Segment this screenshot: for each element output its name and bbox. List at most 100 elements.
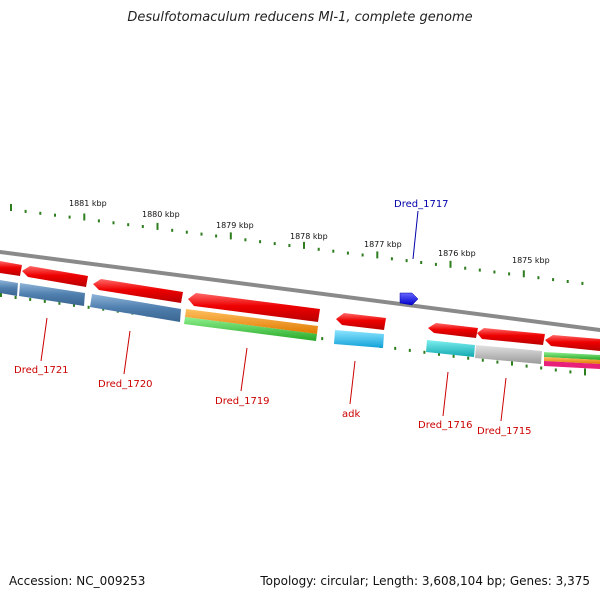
minor-tick [321,337,324,341]
minor-tick [273,242,276,246]
minor-tick [390,257,393,261]
minor-tick [29,297,32,301]
genome-stats-text: Topology: circular; Length: 3,608,104 bp… [260,574,590,588]
gene-red-arrow[interactable] [93,279,183,303]
minor-tick [141,225,144,228]
minor-tick [346,251,349,255]
label-leader [412,210,419,260]
minor-tick [288,244,291,247]
kbp-label: 1880 kbp [142,210,180,219]
minor-tick [24,209,27,213]
label-leader [123,330,131,375]
kbp-label: 1881 kbp [69,199,107,208]
minor-tick [332,249,335,253]
major-tick [449,260,452,268]
major-tick [156,222,159,230]
minor-tick [434,262,437,266]
minor-tick [394,346,397,350]
minor-tick [423,350,426,354]
minor-tick [452,354,455,358]
minor-tick [540,366,543,370]
gene-label-dred-1715[interactable]: Dred_1715 [477,426,532,437]
minor-tick [537,276,540,280]
feature-band-steelblue [19,283,85,306]
gene-dred-1717[interactable] [399,292,419,306]
minor-tick [481,358,484,362]
minor-tick [408,348,411,352]
gene-label-dred-1716[interactable]: Dred_1716 [418,420,473,431]
kbp-label: 1879 kbp [216,221,254,230]
major-tick [229,232,232,240]
minor-tick [87,305,90,309]
accession-text: Accession: NC_009253 [9,574,146,588]
minor-tick [244,238,247,242]
major-tick [376,251,379,259]
minor-tick [420,261,423,264]
gene-red-arrow[interactable] [545,335,600,351]
gene-red-arrow[interactable] [336,313,386,330]
gene-red-arrow[interactable] [477,328,545,345]
minor-tick [525,364,528,368]
minor-tick [68,215,71,219]
gene-label-dred-1719[interactable]: Dred_1719 [215,396,270,407]
gene-label-dred-1720[interactable]: Dred_1720 [98,379,153,390]
minor-tick [215,234,218,238]
feature-band-magenta [544,361,600,369]
minor-tick [102,307,105,311]
minor-tick [493,270,496,274]
minor-tick [200,232,203,236]
kbp-label: 1877 kbp [364,240,402,249]
minor-tick [112,221,115,225]
label-leader [40,317,48,362]
major-tick [83,213,86,221]
minor-tick [552,278,555,282]
feature-band-teal [426,340,475,357]
minor-tick [127,223,130,227]
minor-tick [554,368,557,372]
minor-tick [566,280,569,283]
minor-tick [478,268,481,272]
feature-band-cyan [334,330,384,348]
gene-label-adk[interactable]: adk [342,409,360,420]
major-tick [522,270,525,278]
minor-tick [97,219,100,223]
gene-red-arrow[interactable] [0,261,22,276]
gene-red-arrow[interactable] [188,293,320,322]
feature-band-steelblue [90,294,181,322]
minor-tick [54,213,56,217]
minor-tick [317,247,320,251]
feature-band-green [184,317,317,341]
gene-red-arrow[interactable] [428,323,478,338]
minor-tick [39,211,42,215]
minor-tick [467,356,470,360]
minor-tick [581,281,584,285]
minor-tick [508,272,511,276]
label-leader [240,347,248,392]
feature-band-orange [185,309,318,334]
gene-label-dred-1717[interactable]: Dred_1717 [394,199,449,210]
minor-tick [464,266,467,270]
feature-band-green [544,352,600,360]
minor-tick [569,370,572,374]
minor-tick [58,301,61,305]
kbp-label: 1878 kbp [290,232,328,241]
gene-red-arrow[interactable] [22,266,88,287]
kbp-label: 1876 kbp [438,249,476,258]
kbp-scale-ticks [10,204,584,285]
gene-label-dred-1721[interactable]: Dred_1721 [14,365,69,376]
genome-backbone [0,250,600,332]
minor-tick [43,299,46,303]
minor-tick [361,253,364,257]
minor-tick [405,259,408,263]
minor-tick [185,230,188,234]
minor-tick [496,360,499,364]
label-leader [349,360,356,405]
major-tick [511,358,513,366]
label-leader [500,377,507,422]
feature-band-gray [475,345,542,364]
major-tick [0,290,2,297]
minor-tick [171,228,174,232]
major-tick [584,368,586,376]
